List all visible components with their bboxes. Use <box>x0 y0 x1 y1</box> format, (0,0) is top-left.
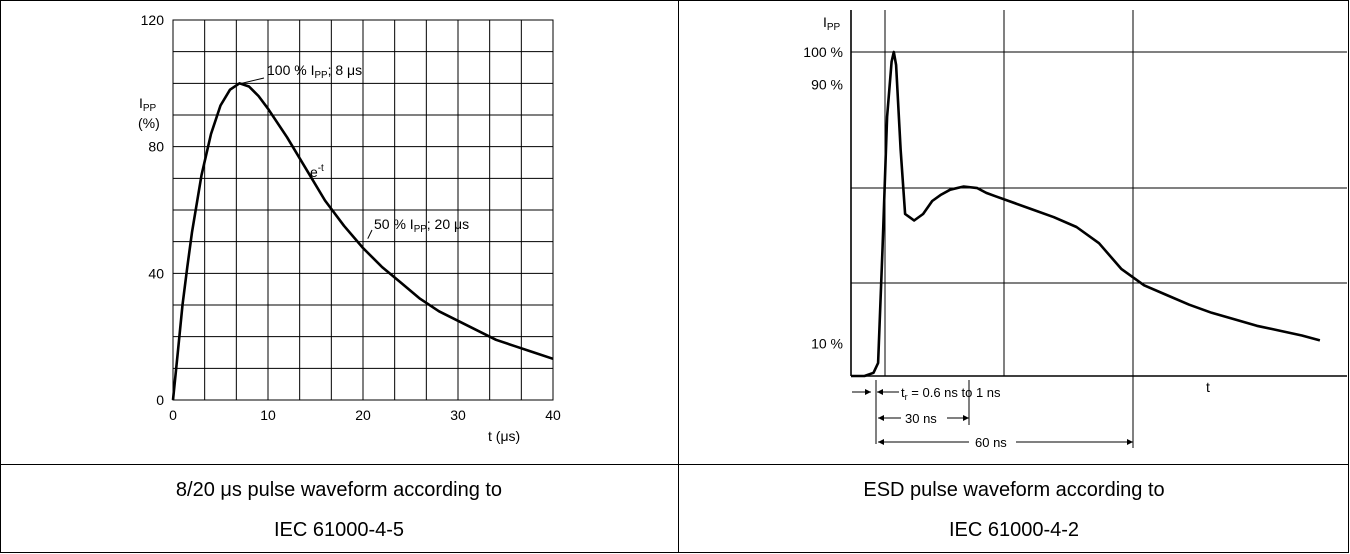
annotation-leader <box>241 77 265 84</box>
x-tick-label: 20 <box>355 407 371 423</box>
y-axis-label: IPP (%) <box>138 95 160 131</box>
annotation-rise-time: tr = 0.6 ns to 1 ns <box>901 385 1001 402</box>
arrow-head <box>865 389 871 395</box>
x-tick-label: 10 <box>260 407 276 423</box>
arrow-head <box>877 389 883 395</box>
esd-pulse-chart: 100 % 90 % 10 % IPP t tr = 0.6 ns to 1 ns 3… <box>679 0 1349 464</box>
y-tick-label: 90 % <box>811 76 843 92</box>
arrow-head <box>963 415 969 421</box>
x-tick-label: 40 <box>545 407 561 423</box>
x-axis-label: t (μs) <box>488 428 520 444</box>
x-axis-label: t <box>1206 379 1210 395</box>
annotation-leader <box>367 229 373 239</box>
esd-pulse-curve <box>851 50 1321 378</box>
x-tick-label: 0 <box>169 407 177 423</box>
caption-divider <box>0 464 1349 465</box>
annotation-half: 50 % IPP; 20 μs <box>374 216 469 235</box>
arrow-head <box>878 439 884 445</box>
esd-pulse-plot: 100 % 90 % 10 % IPP t tr = 0.6 ns to 1 ns 3… <box>803 10 1347 450</box>
column-divider <box>678 0 679 553</box>
y-tick-label: 10 % <box>811 336 843 352</box>
y-tick-label: 80 <box>148 139 164 155</box>
annotation-peak: 100 % IPP; 8 μs <box>267 62 362 81</box>
caption-surge: 8/20 μs pulse waveform according to IEC … <box>0 470 678 550</box>
annotation-30ns: 30 ns <box>905 411 937 426</box>
caption-line-1: ESD pulse waveform according to <box>863 479 1165 501</box>
caption-line-2: IEC 61000-4-2 <box>948 519 1080 541</box>
arrow-head <box>1127 439 1133 445</box>
y-tick-label: 100 % <box>803 44 843 60</box>
svg-text:IPP: IPP <box>139 95 157 114</box>
annotation-decay: e-t <box>310 163 324 180</box>
surge-pulse-curve <box>171 82 554 401</box>
y-tick-label: 0 <box>156 392 164 408</box>
svg-text:(%): (%) <box>138 115 160 131</box>
surge-pulse-plot: 0 10 20 30 40 0 40 80 120 IPP (%) t (μs) 100 % I… <box>138 12 561 444</box>
caption-line-1: 8/20 μs pulse waveform according to <box>175 479 503 501</box>
caption-esd: ESD pulse waveform according to IEC 6100… <box>679 470 1349 550</box>
y-axis-label: IPP <box>823 14 841 33</box>
caption-line-2: IEC 61000-4-5 <box>273 519 405 541</box>
x-tick-label: 30 <box>450 407 466 423</box>
arrow-head <box>878 415 884 421</box>
surge-pulse-chart: 0 10 20 30 40 0 40 80 120 IPP (%) t (μs) 100 % I… <box>0 0 678 464</box>
annotation-60ns: 60 ns <box>975 435 1007 450</box>
y-tick-label: 120 <box>141 12 165 28</box>
y-tick-label: 40 <box>148 265 164 281</box>
